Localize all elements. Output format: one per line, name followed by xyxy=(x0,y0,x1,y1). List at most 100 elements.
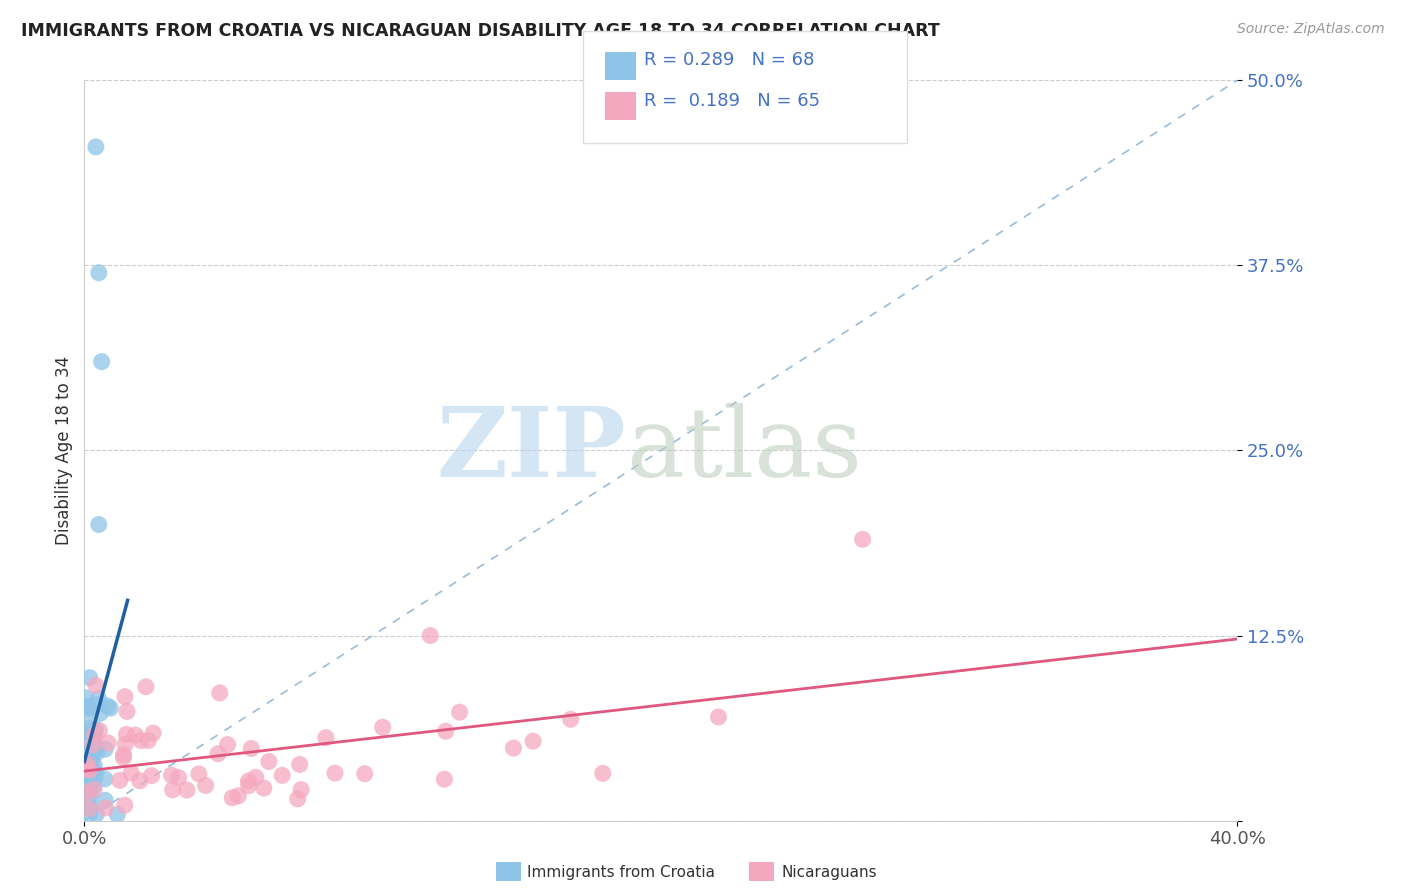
Point xyxy=(194,779,217,793)
Point xyxy=(162,782,184,797)
Point xyxy=(82,736,104,750)
Point xyxy=(135,680,157,694)
Text: R =  0.189   N = 65: R = 0.189 N = 65 xyxy=(644,92,820,110)
Point xyxy=(94,801,117,815)
Point xyxy=(76,798,98,813)
Point xyxy=(84,772,107,786)
Point xyxy=(84,678,107,692)
Point xyxy=(315,731,337,745)
Point xyxy=(77,762,100,776)
Point xyxy=(87,691,110,706)
Point xyxy=(83,730,105,744)
Point xyxy=(128,773,150,788)
Point xyxy=(434,724,457,739)
Point xyxy=(271,768,294,782)
Text: IMMIGRANTS FROM CROATIA VS NICARAGUAN DISABILITY AGE 18 TO 34 CORRELATION CHART: IMMIGRANTS FROM CROATIA VS NICARAGUAN DI… xyxy=(21,22,939,40)
Point xyxy=(114,690,136,704)
Point xyxy=(77,739,100,754)
Point xyxy=(76,762,98,776)
Point xyxy=(75,727,97,741)
Point xyxy=(167,771,190,785)
Point xyxy=(112,747,135,762)
Point xyxy=(75,764,97,779)
Point xyxy=(87,266,110,280)
Point xyxy=(79,776,101,790)
Point xyxy=(77,769,100,783)
Point xyxy=(96,698,118,713)
Point xyxy=(94,772,117,786)
Point xyxy=(707,710,730,724)
Point xyxy=(115,727,138,741)
Point xyxy=(77,757,100,772)
Point xyxy=(79,763,101,777)
Point xyxy=(288,757,311,772)
Point xyxy=(142,726,165,740)
Point xyxy=(75,750,97,764)
Point xyxy=(79,798,101,813)
Point xyxy=(371,720,394,734)
Point xyxy=(79,758,101,772)
Point xyxy=(83,728,105,742)
Point xyxy=(84,740,107,755)
Point xyxy=(76,698,98,713)
Point xyxy=(592,766,614,780)
Point xyxy=(80,734,103,748)
Point xyxy=(419,628,441,642)
Point xyxy=(253,781,276,796)
Point xyxy=(217,738,239,752)
Text: Immigrants from Croatia: Immigrants from Croatia xyxy=(526,865,714,880)
Point xyxy=(353,766,375,780)
Text: R = 0.289   N = 68: R = 0.289 N = 68 xyxy=(644,51,814,69)
Point xyxy=(160,768,183,782)
Point xyxy=(80,762,103,776)
Point xyxy=(75,786,97,800)
Point xyxy=(115,705,138,719)
Point xyxy=(79,755,101,769)
Point xyxy=(89,706,111,721)
Point xyxy=(176,783,198,797)
Point xyxy=(76,768,98,782)
Point xyxy=(75,710,97,724)
Point xyxy=(208,686,231,700)
Point xyxy=(80,736,103,750)
Point xyxy=(79,759,101,773)
Point xyxy=(77,767,100,781)
Point xyxy=(75,788,97,802)
Point xyxy=(82,738,104,752)
Point xyxy=(98,701,121,715)
Point xyxy=(82,750,104,764)
Text: Nicaraguans: Nicaraguans xyxy=(782,865,877,880)
Point xyxy=(77,802,100,816)
Point xyxy=(502,741,524,756)
Text: atlas: atlas xyxy=(626,403,862,498)
Point xyxy=(240,741,263,756)
Point xyxy=(80,775,103,789)
Point xyxy=(86,807,108,822)
Point xyxy=(238,779,260,793)
Point xyxy=(97,736,120,750)
Point xyxy=(79,721,101,735)
Point xyxy=(433,772,456,787)
Point xyxy=(245,770,267,784)
Point xyxy=(77,756,100,771)
Point xyxy=(84,723,107,737)
Point xyxy=(75,748,97,763)
Point xyxy=(77,807,100,822)
Point xyxy=(76,730,98,744)
Point xyxy=(449,705,471,719)
Point xyxy=(75,739,97,753)
Point xyxy=(124,728,146,742)
Y-axis label: Disability Age 18 to 34: Disability Age 18 to 34 xyxy=(55,356,73,545)
Point xyxy=(79,789,101,803)
Point xyxy=(83,780,105,794)
Point xyxy=(79,671,101,685)
Text: Source: ZipAtlas.com: Source: ZipAtlas.com xyxy=(1237,22,1385,37)
Point xyxy=(560,712,582,726)
Point xyxy=(76,730,98,744)
Point xyxy=(86,698,108,712)
Point xyxy=(207,747,229,761)
Point xyxy=(287,792,309,806)
Point xyxy=(228,789,250,803)
Point xyxy=(257,755,280,769)
Point xyxy=(136,733,159,747)
